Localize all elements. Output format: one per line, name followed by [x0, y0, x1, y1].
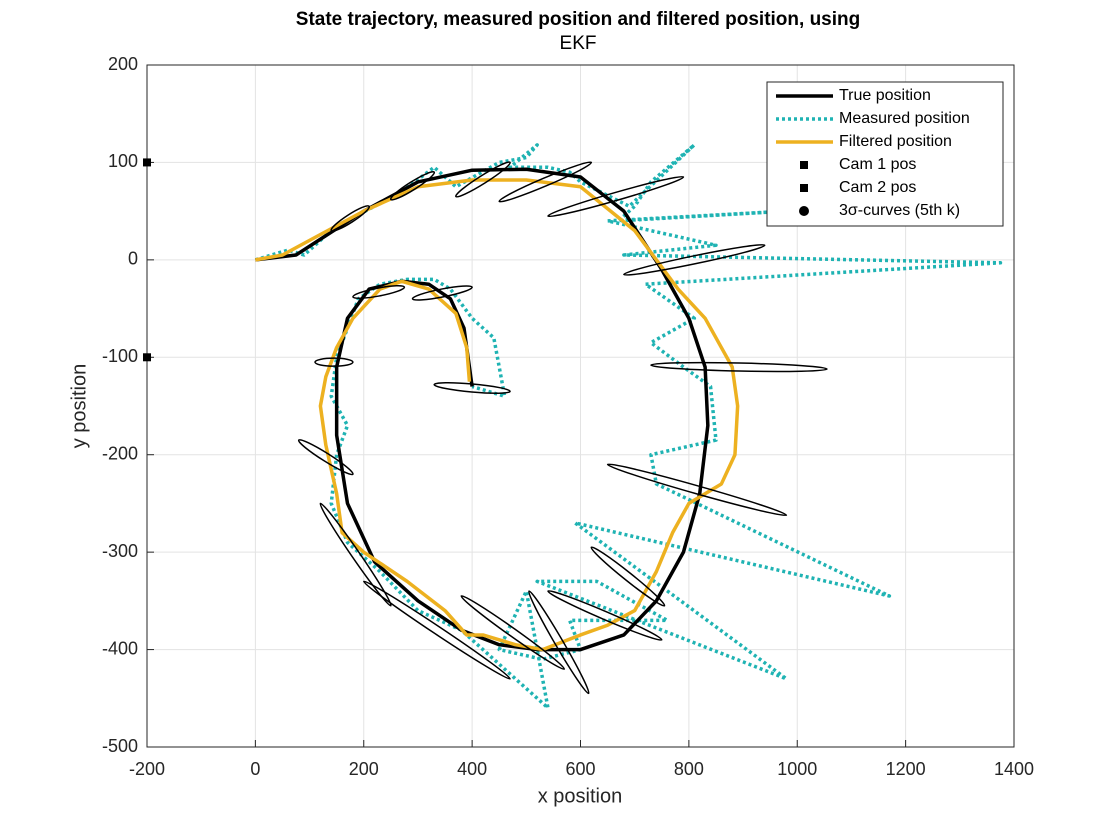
sigma-ellipse — [460, 595, 566, 670]
y-tick-label: -500 — [102, 736, 138, 756]
legend-box — [766, 81, 1004, 227]
sigma-ellipse — [650, 361, 828, 373]
legend-label: Cam 1 pos — [839, 156, 916, 173]
camera-marker — [143, 353, 151, 362]
sigma-ellipse — [433, 381, 511, 394]
sigma-ellipse — [590, 546, 666, 607]
sigma-ellipse — [623, 243, 766, 276]
y-tick-label: 200 — [108, 54, 138, 74]
trajectory-line — [254, 143, 1003, 710]
legend-label: Filtered position — [839, 133, 952, 150]
sigma-ellipse — [455, 161, 511, 198]
sigma-ellipse — [314, 357, 354, 367]
chart-title: State trajectory, measured position and … — [296, 9, 860, 30]
legend-label: 3σ-curves (5th k) — [839, 202, 960, 219]
y-tick-label: -100 — [102, 346, 138, 366]
y-tick-label: 100 — [108, 151, 138, 171]
camera-marker — [143, 158, 151, 167]
legend-swatch — [800, 184, 808, 192]
legend: True position Measured position Filtered p… — [766, 81, 1004, 227]
legend-swatch — [800, 161, 808, 169]
x-tick-label: 1400 — [994, 759, 1034, 779]
x-axis-label: x position — [538, 785, 623, 807]
sigma-ellipse — [319, 502, 392, 607]
x-tick-label: 800 — [674, 759, 704, 779]
sigma-ellipse — [411, 285, 473, 301]
legend-label: Cam 2 pos — [839, 179, 916, 196]
y-tick-label: -300 — [102, 541, 138, 561]
sigma-ellipse — [547, 590, 663, 641]
plot-area — [143, 143, 1003, 710]
x-tick-label: 1200 — [886, 759, 926, 779]
chart-subtitle: EKF — [560, 33, 597, 54]
y-axis-label: y position — [68, 364, 90, 449]
sigma-ellipse — [528, 590, 590, 695]
sigma-ellipse — [297, 439, 354, 476]
x-tick-label: 400 — [457, 759, 487, 779]
legend-label: Measured position — [839, 110, 970, 127]
trajectory-line — [255, 178, 740, 652]
x-tick-label: 200 — [349, 759, 379, 779]
sigma-ellipse — [389, 171, 436, 201]
y-tick-label: -400 — [102, 638, 138, 658]
y-tick-label: -200 — [102, 443, 138, 463]
sigma-ellipse — [352, 284, 406, 300]
x-tick-label: 0 — [250, 759, 260, 779]
legend-swatch — [799, 206, 809, 216]
sigma-ellipse — [330, 205, 371, 232]
x-tick-label: 1000 — [777, 759, 817, 779]
y-tick-label: 0 — [128, 249, 138, 269]
legend-label: True position — [839, 87, 931, 104]
axes-box — [146, 64, 1015, 748]
x-tick-label: 600 — [565, 759, 595, 779]
sigma-ellipse — [606, 463, 788, 517]
sigma-ellipse — [362, 580, 511, 680]
sigma-ellipse — [547, 175, 685, 218]
x-tick-label: -200 — [129, 759, 165, 779]
sigma-ellipse — [498, 161, 593, 203]
